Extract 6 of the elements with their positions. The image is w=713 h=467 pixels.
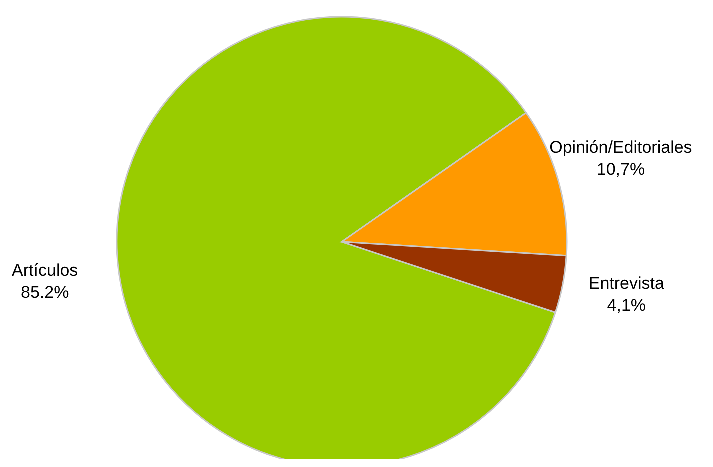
data-label: 10,7% xyxy=(596,160,646,180)
data-label: 4,1% xyxy=(607,296,646,315)
slice-label: Entrevista xyxy=(588,274,665,293)
data-label: 85.2% xyxy=(21,282,70,302)
slice-label: Opinión/Editoriales xyxy=(550,138,692,158)
slice-label: Artículos xyxy=(12,260,78,280)
